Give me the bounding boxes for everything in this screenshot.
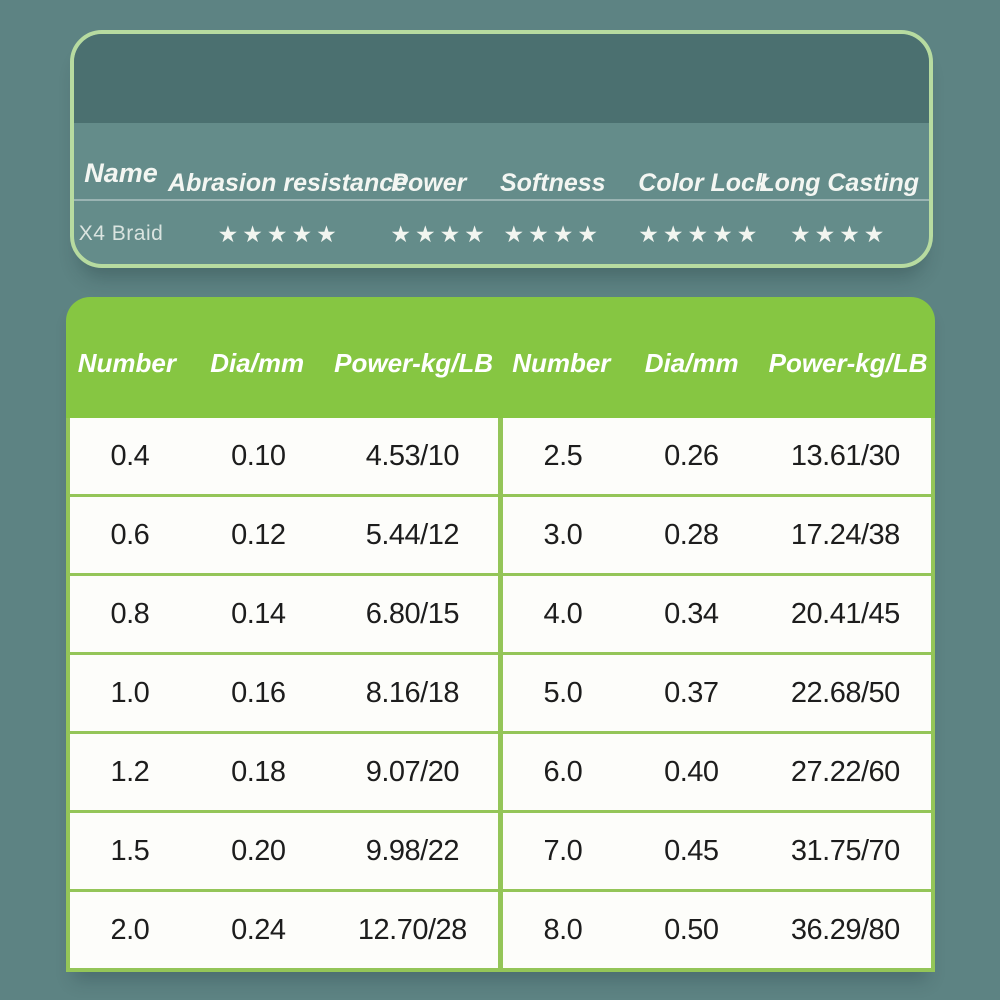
table-row-right-half: 2.5 0.26 13.61/30 xyxy=(503,418,931,494)
spec-table-body: 0.4 0.10 4.53/10 2.5 0.26 13.61/30 0.6 0… xyxy=(66,418,935,972)
cell-dia: 0.20 xyxy=(231,834,286,867)
cell-number: 1.2 xyxy=(110,755,150,788)
cell-number: 3.0 xyxy=(543,518,583,551)
cell-power: 27.22/60 xyxy=(790,755,900,788)
table-row-right-half: 7.0 0.45 31.75/70 xyxy=(503,813,931,889)
table-row-left-half: 0.8 0.14 6.80/15 xyxy=(70,576,498,652)
table-row-left-half: 1.0 0.16 8.16/18 xyxy=(70,655,498,731)
cell-dia: 0.10 xyxy=(231,439,286,472)
cell-number: 0.4 xyxy=(110,439,150,472)
spec-table-header-row: Number Dia/mm Power-kg/LB Number Dia/mm … xyxy=(66,297,935,418)
cell-number: 0.6 xyxy=(110,518,150,551)
table-row-left-half: 0.4 0.10 4.53/10 xyxy=(70,418,498,494)
stars-softness: ★★★★ xyxy=(503,220,603,247)
column-header-abrasion-resistance: Abrasion resistance xyxy=(168,169,408,197)
ratings-header-divider xyxy=(74,199,929,201)
cell-number: 0.8 xyxy=(110,597,150,630)
cell-power: 13.61/30 xyxy=(790,439,900,472)
table-row-right-half: 3.0 0.28 17.24/38 xyxy=(503,497,931,573)
cell-dia: 0.16 xyxy=(231,676,286,709)
cell-number: 5.0 xyxy=(543,676,583,709)
ratings-values-row: X4 Braid ★★★★★ ★★★★ ★★★★ ★★★★★ ★★★★ xyxy=(74,206,929,262)
ratings-header-row: Name Abrasion resistance Power Softness … xyxy=(74,150,929,198)
table-row-left-half: 1.5 0.20 9.98/22 xyxy=(70,813,498,889)
cell-number: 7.0 xyxy=(543,834,583,867)
column-header-long-casting: Long Casting xyxy=(759,169,920,197)
cell-dia: 0.50 xyxy=(664,913,719,946)
cell-dia: 0.26 xyxy=(664,439,719,472)
cell-power: 6.80/15 xyxy=(365,597,460,630)
cell-power: 5.44/12 xyxy=(365,518,460,551)
table-row: 1.2 0.18 9.07/20 6.0 0.40 27.22/60 xyxy=(70,734,931,810)
table-row-left-half: 0.6 0.12 5.44/12 xyxy=(70,497,498,573)
cell-dia: 0.18 xyxy=(231,755,286,788)
cell-dia: 0.34 xyxy=(664,597,719,630)
cell-power: 8.16/18 xyxy=(365,676,460,709)
column-header-color-lock: Color Lock xyxy=(638,169,769,197)
cell-dia: 0.14 xyxy=(231,597,286,630)
spec-header-number-left: Number xyxy=(77,348,176,378)
cell-power: 20.41/45 xyxy=(790,597,900,630)
spec-header-dia-right: Dia/mm xyxy=(644,348,739,378)
table-row: 0.4 0.10 4.53/10 2.5 0.26 13.61/30 xyxy=(70,418,931,494)
cell-power: 4.53/10 xyxy=(365,439,460,472)
cell-dia: 0.37 xyxy=(664,676,719,709)
ratings-card-top-band xyxy=(74,34,929,123)
cell-power: 31.75/70 xyxy=(790,834,900,867)
cell-power: 9.07/20 xyxy=(365,755,460,788)
stars-abrasion-resistance: ★★★★★ xyxy=(217,220,341,247)
table-row: 2.0 0.24 12.70/28 8.0 0.50 36.29/80 xyxy=(70,892,931,968)
cell-number: 2.5 xyxy=(543,439,583,472)
table-row-right-half: 8.0 0.50 36.29/80 xyxy=(503,892,931,968)
cell-power: 12.70/28 xyxy=(357,913,467,946)
column-header-power: Power xyxy=(391,169,467,197)
cell-number: 4.0 xyxy=(543,597,583,630)
cell-number: 6.0 xyxy=(543,755,583,788)
cell-number: 2.0 xyxy=(110,913,150,946)
spec-table-card: Number Dia/mm Power-kg/LB Number Dia/mm … xyxy=(66,297,935,972)
cell-dia: 0.24 xyxy=(231,913,286,946)
spec-header-dia-left: Dia/mm xyxy=(210,348,305,378)
spec-header-number-right: Number xyxy=(512,348,611,378)
cell-number: 8.0 xyxy=(543,913,583,946)
column-header-name: Name xyxy=(84,158,158,188)
column-header-softness: Softness xyxy=(499,169,606,197)
cell-power: 36.29/80 xyxy=(790,913,900,946)
cell-number: 1.5 xyxy=(110,834,150,867)
table-row-left-half: 2.0 0.24 12.70/28 xyxy=(70,892,498,968)
table-row: 0.8 0.14 6.80/15 4.0 0.34 20.41/45 xyxy=(70,576,931,652)
cell-dia: 0.40 xyxy=(664,755,719,788)
cell-dia: 0.12 xyxy=(231,518,286,551)
stars-color-lock: ★★★★★ xyxy=(638,220,762,247)
table-row: 1.0 0.16 8.16/18 5.0 0.37 22.68/50 xyxy=(70,655,931,731)
product-name: X4 Braid xyxy=(78,222,164,245)
cell-power: 22.68/50 xyxy=(790,676,900,709)
spec-header-power-left: Power-kg/LB xyxy=(334,348,494,378)
cell-power: 9.98/22 xyxy=(365,834,460,867)
ratings-card: Name Abrasion resistance Power Softness … xyxy=(70,30,933,268)
cell-number: 1.0 xyxy=(110,676,150,709)
table-row: 0.6 0.12 5.44/12 3.0 0.28 17.24/38 xyxy=(70,497,931,573)
table-row: 1.5 0.20 9.98/22 7.0 0.45 31.75/70 xyxy=(70,813,931,889)
table-row-right-half: 6.0 0.40 27.22/60 xyxy=(503,734,931,810)
table-row-left-half: 1.2 0.18 9.07/20 xyxy=(70,734,498,810)
stars-power: ★★★★ xyxy=(390,220,489,247)
cell-power: 17.24/38 xyxy=(790,518,900,551)
table-row-right-half: 4.0 0.34 20.41/45 xyxy=(503,576,931,652)
table-row-right-half: 5.0 0.37 22.68/50 xyxy=(503,655,931,731)
spec-header-power-right: Power-kg/LB xyxy=(768,348,928,378)
stars-long-casting: ★★★★ xyxy=(789,220,889,247)
cell-dia: 0.28 xyxy=(664,518,719,551)
cell-dia: 0.45 xyxy=(664,834,719,867)
